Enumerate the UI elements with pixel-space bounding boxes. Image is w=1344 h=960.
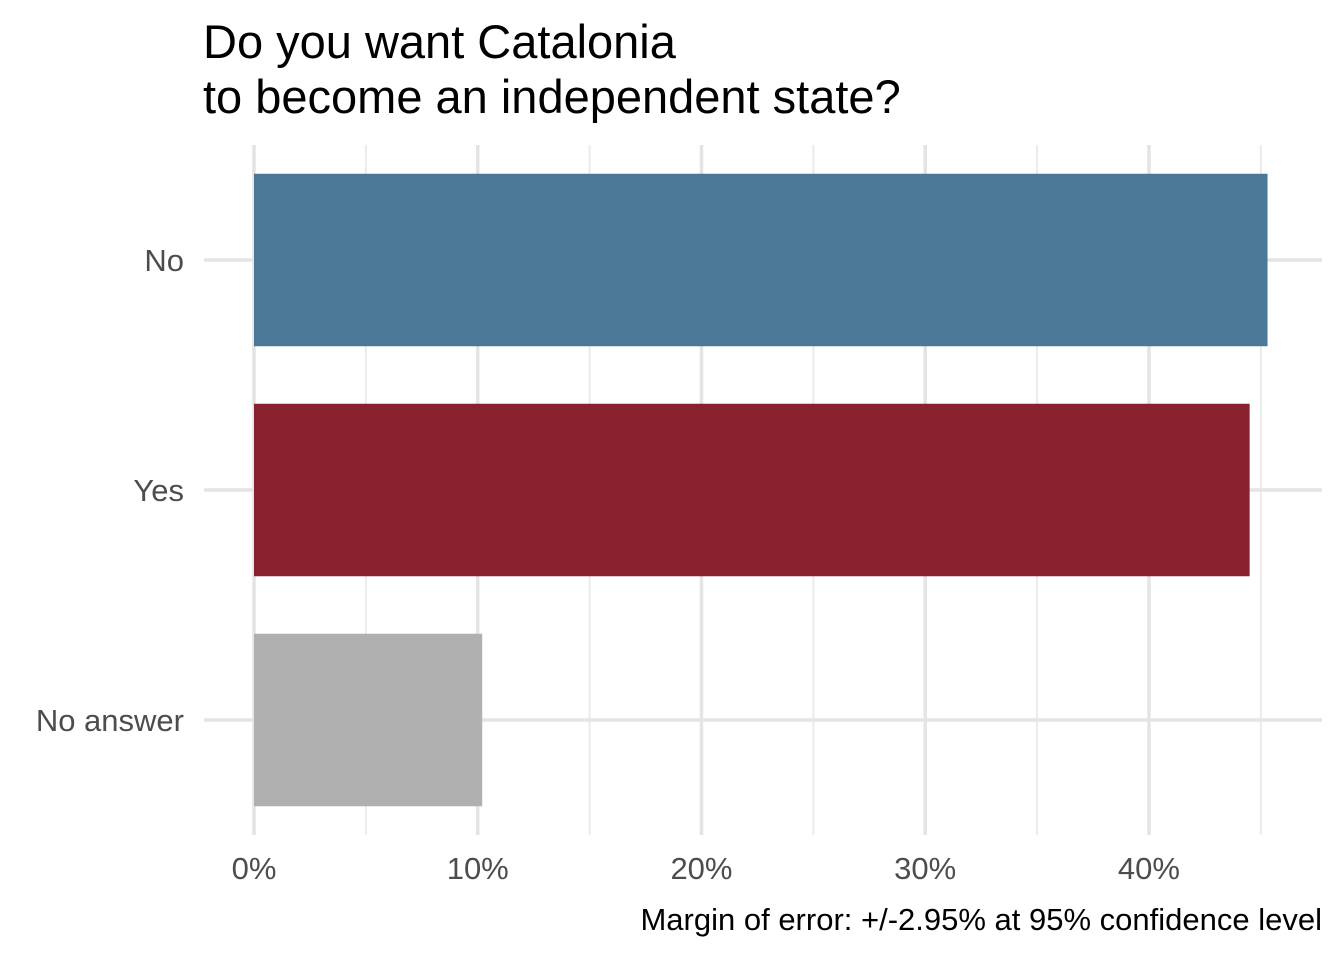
y-axis-labels: No Yes No answer xyxy=(36,243,184,738)
bar-no-answer xyxy=(254,633,483,807)
x-tick-label: 30% xyxy=(894,851,956,886)
x-tick-label: 0% xyxy=(232,851,277,886)
bar-yes xyxy=(254,403,1250,577)
x-axis-labels: 0% 10% 20% 30% 40% xyxy=(232,851,1180,886)
bars xyxy=(254,173,1268,807)
x-tick-label: 10% xyxy=(447,851,509,886)
x-tick-label: 40% xyxy=(1118,851,1180,886)
bar-no xyxy=(254,173,1268,347)
y-tick-label: No xyxy=(144,243,184,278)
chart-caption: Margin of error: +/-2.95% at 95% confide… xyxy=(640,902,1322,937)
chart-title-line-1: Do you want Catalonia xyxy=(203,15,676,68)
chart-title: Do you want Catalonia to become an indep… xyxy=(203,14,901,124)
x-tick-label: 20% xyxy=(670,851,732,886)
y-tick-label: Yes xyxy=(133,473,184,508)
chart-title-line-2: to become an independent state? xyxy=(203,70,901,123)
y-tick-label: No answer xyxy=(36,703,184,738)
